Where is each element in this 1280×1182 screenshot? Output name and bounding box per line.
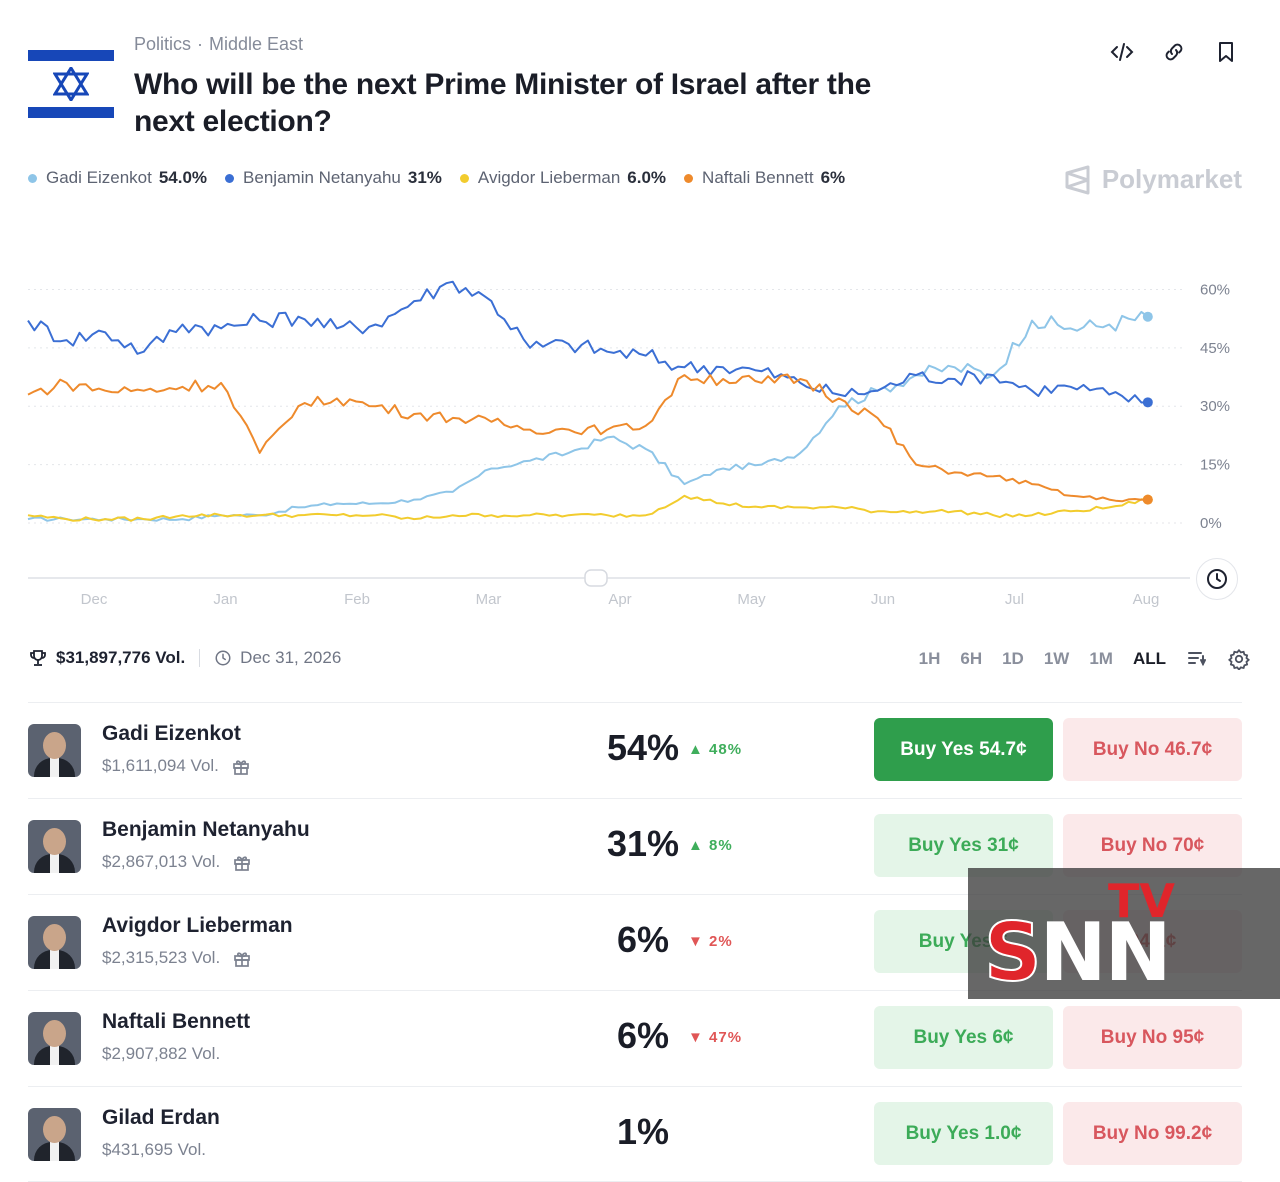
outcome-volume: $431,695 Vol.: [102, 1140, 206, 1159]
legend-item-bennett: Naftali Bennett 6%: [684, 168, 845, 188]
outcome-percent: 1%: [616, 1111, 670, 1152]
series-line-benjamin-netanyahu[interactable]: [27, 280, 1148, 404]
time-range-selector: 1H 6H 1D 1W 1M ALL: [919, 648, 1250, 670]
trophy-icon: [30, 650, 46, 666]
series-end-point: [1142, 397, 1153, 408]
gift-icon[interactable]: [232, 948, 252, 968]
legend-item-netanyahu: Benjamin Netanyahu 31%: [225, 168, 442, 188]
series-line-avigdor-lieberman[interactable]: [27, 494, 1148, 522]
outcome-volume: $2,315,523 Vol.: [102, 948, 252, 968]
x-tick-label: Mar: [476, 591, 502, 608]
breadcrumb-middle-east[interactable]: Middle East: [209, 34, 304, 54]
israel-flag-icon: [28, 50, 114, 118]
x-tick-label: Jan: [213, 591, 237, 608]
outcome-volume: $2,867,013 Vol.: [102, 852, 252, 872]
embed-icon[interactable]: [1110, 40, 1134, 64]
outcome-row[interactable]: Gilad Erdan $431,695 Vol. 1% Buy Yes 1.0¢ Bu…: [28, 1086, 1242, 1182]
series-line-naftali-bennett[interactable]: [27, 373, 1148, 503]
series-line-gadi-eizenkot[interactable]: [27, 310, 1149, 522]
avatar[interactable]: [28, 820, 81, 873]
change-indicator: ▼ 2%: [688, 933, 733, 950]
chart-legend: Gadi Eizenkot 54.0% Benjamin Netanyahu 31%…: [28, 168, 845, 188]
y-tick-label: 45%: [1200, 340, 1230, 357]
range-6h[interactable]: 6H: [960, 649, 983, 668]
series-end-point: [1142, 494, 1153, 505]
buy-no-button[interactable]: Buy No 99.2¢: [1063, 1102, 1242, 1165]
avatar[interactable]: [28, 916, 81, 969]
gift-icon[interactable]: [232, 852, 252, 872]
buy-no-button[interactable]: Buy No 95¢: [1063, 1006, 1242, 1069]
outcome-volume: $1,611,094 Vol.: [102, 756, 251, 776]
change-indicator: ▲ 48%: [688, 741, 743, 758]
outcome-volume: $2,907,882 Vol.: [102, 1044, 221, 1063]
range-1d[interactable]: 1D: [1002, 649, 1024, 668]
legend-item-eizenkot: Gadi Eizenkot 54.0%: [28, 168, 207, 188]
outcome-row[interactable]: Gadi Eizenkot $1,611,094 Vol. 54% ▲ 48% Buy …: [28, 702, 1242, 798]
outcome-percent: 31%: [606, 823, 680, 864]
link-icon[interactable]: [1162, 40, 1186, 64]
price-history-chart: 0% 15% 30% 45% 60% Dec Jan Feb Mar Apr May Jun Jul A…: [27, 280, 1230, 608]
snn-tv-watermark: TV SNN: [968, 868, 1280, 1000]
chart-history-button[interactable]: [1196, 558, 1238, 600]
x-tick-label: Apr: [608, 591, 631, 608]
outcome-percent: 6%: [616, 1015, 670, 1056]
total-volume: $31,897,776 Vol.: [56, 648, 186, 667]
market-header: Politics · Middle East Who will be the nex…: [28, 30, 1252, 150]
page-title: Who will be the next Prime Minister of I…: [134, 68, 871, 138]
x-tick-label: May: [737, 591, 766, 608]
x-tick-label: Dec: [81, 591, 108, 608]
arrow-up-icon: ▲: [688, 837, 704, 854]
arrow-down-icon: ▼: [688, 1029, 704, 1046]
avatar[interactable]: [28, 724, 81, 777]
outcome-name[interactable]: Naftali Bennett: [102, 1010, 251, 1033]
buy-no-button[interactable]: Buy No 46.7¢: [1063, 718, 1242, 781]
y-tick-label: 15%: [1200, 457, 1230, 474]
outcome-percent: 54%: [606, 727, 680, 768]
settings-gear-icon[interactable]: [1228, 648, 1250, 670]
y-tick-label: 60%: [1200, 281, 1230, 298]
y-tick-label: 30%: [1200, 398, 1230, 415]
y-tick-label: 0%: [1200, 515, 1222, 532]
bookmark-icon[interactable]: [1214, 40, 1238, 64]
range-1m[interactable]: 1M: [1089, 649, 1113, 668]
breadcrumb-politics[interactable]: Politics: [134, 34, 192, 54]
outcome-row[interactable]: Benjamin Netanyahu $2,867,013 Vol. 31% ▲ 8%…: [28, 798, 1242, 894]
legend-item-lieberman: Avigdor Lieberman 6.0%: [459, 168, 666, 188]
outcome-name[interactable]: Avigdor Lieberman: [102, 914, 293, 937]
outcome-name[interactable]: Gadi Eizenkot: [102, 722, 241, 745]
buy-yes-button[interactable]: Buy Yes 54.7¢: [874, 718, 1053, 781]
x-tick-label: Jun: [871, 591, 895, 608]
x-tick-label: Jul: [1005, 591, 1024, 608]
range-1h[interactable]: 1H: [918, 649, 941, 668]
change-indicator: ▼ 47%: [688, 1029, 743, 1046]
clock-icon: [215, 650, 231, 666]
gift-icon[interactable]: [231, 756, 251, 776]
breadcrumb: Politics · Middle East: [134, 34, 304, 54]
clock-icon: [1207, 569, 1227, 589]
buy-yes-button[interactable]: Buy Yes 6¢: [874, 1006, 1053, 1069]
time-scrubber-handle[interactable]: [584, 569, 608, 587]
avatar[interactable]: [28, 1012, 81, 1065]
range-all[interactable]: ALL: [1132, 649, 1166, 668]
x-tick-label: Aug: [1133, 591, 1160, 608]
sort-icon[interactable]: [1186, 648, 1208, 670]
avatar[interactable]: [28, 1108, 81, 1161]
outcome-name[interactable]: Benjamin Netanyahu: [102, 818, 310, 841]
polymarket-logo-icon: [1065, 165, 1090, 194]
x-tick-label: Feb: [344, 591, 370, 608]
arrow-down-icon: ▼: [688, 933, 704, 950]
arrow-up-icon: ▲: [688, 741, 704, 758]
polymarket-logo: Polymarket: [1064, 164, 1242, 195]
buy-yes-button[interactable]: Buy Yes 1.0¢: [874, 1102, 1053, 1165]
range-1w[interactable]: 1W: [1043, 649, 1070, 668]
outcome-row[interactable]: Naftali Bennett $2,907,882 Vol. 6% ▼ 47% Buy…: [28, 990, 1242, 1086]
series-end-point: [1142, 311, 1153, 322]
change-indicator: ▲ 8%: [688, 837, 733, 854]
end-date: Dec 31, 2026: [240, 648, 342, 667]
outcome-name[interactable]: Gilad Erdan: [102, 1106, 220, 1129]
market-stats: $31,897,776 Vol. Dec 31, 2026: [28, 648, 341, 668]
outcome-percent: 6%: [616, 919, 670, 960]
buy-yes-button[interactable]: Buy Yes 31¢: [874, 814, 1053, 877]
buy-no-button[interactable]: Buy No 70¢: [1063, 814, 1242, 877]
